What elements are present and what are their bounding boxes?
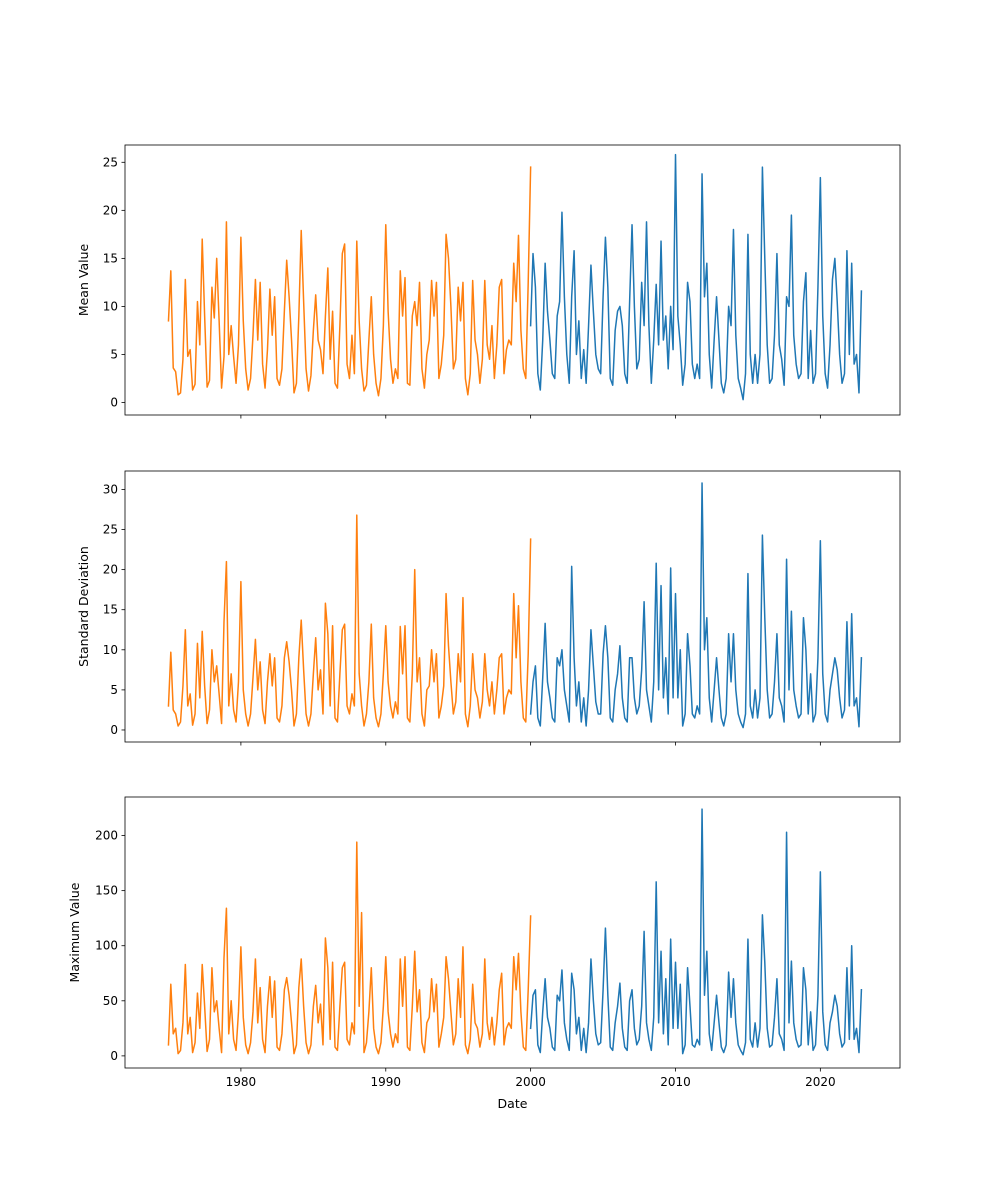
y-tick-label: 10	[103, 299, 118, 313]
axes-frame	[124, 470, 901, 743]
y-tick-label: 50	[103, 994, 118, 1008]
y-tick-label: 15	[103, 603, 118, 617]
y-tick-label: 20	[103, 203, 118, 217]
x-tick-label: 2020	[805, 1075, 836, 1089]
y-tick-label: 25	[103, 523, 118, 537]
y-tick-label: 5	[110, 683, 118, 697]
series-line-2	[529, 482, 863, 729]
y-tick-label: 150	[95, 884, 118, 898]
y-axis-label: Maximum Value	[67, 882, 82, 982]
axes-frame	[124, 144, 901, 416]
subplot-3: 0 50 100 150 200 1980 1990 2000 2010 2020 Maximum …	[67, 796, 901, 1111]
y-tick-label: 20	[103, 563, 118, 577]
series-line-2	[529, 153, 863, 401]
subplot-1: 0 5 10 15 20 25 Mean Value	[76, 144, 901, 419]
y-tick-label: 100	[95, 939, 118, 953]
y-tick-label: 0	[110, 1049, 118, 1063]
x-tick-label: 1980	[226, 1075, 257, 1089]
x-tick-label: 2010	[660, 1075, 691, 1089]
subplot-2: 0 5 10 15 20 25 30 Standard Deviation	[76, 470, 901, 746]
series-line-2	[529, 808, 863, 1056]
x-tick-label: 2000	[515, 1075, 546, 1089]
y-tick-label: 15	[103, 251, 118, 265]
x-tick-label: 1990	[371, 1075, 402, 1089]
y-axis-label: Mean Value	[76, 244, 91, 317]
series-line-1	[167, 514, 532, 728]
y-tick-label: 200	[95, 829, 118, 843]
y-tick-label: 5	[110, 347, 118, 361]
y-tick-label: 25	[103, 155, 118, 169]
series-line-1	[167, 166, 532, 397]
y-tick-label: 0	[110, 396, 118, 410]
y-tick-label: 30	[103, 482, 118, 496]
series-line-1	[167, 841, 532, 1055]
axes-frame	[124, 796, 901, 1069]
y-axis-label: Standard Deviation	[76, 546, 91, 667]
y-tick-label: 10	[103, 643, 118, 657]
y-tick-label: 0	[110, 723, 118, 737]
x-axis-label: Date	[498, 1096, 528, 1111]
